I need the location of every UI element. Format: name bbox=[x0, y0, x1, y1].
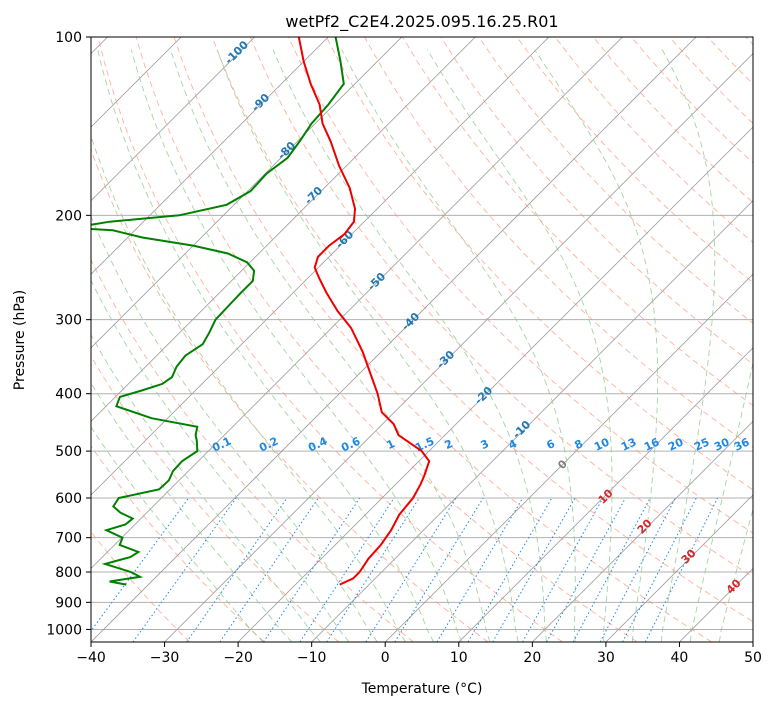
dry-adiabat-line bbox=[249, 37, 753, 578]
mixing-ratio-line bbox=[622, 497, 697, 642]
y-tick-label: 500 bbox=[55, 444, 82, 460]
moist-adiabat-line bbox=[272, 49, 548, 642]
mixing-ratio-label: 10 bbox=[592, 435, 612, 453]
moist-adiabat-line bbox=[534, 49, 659, 642]
x-tick-label: 10 bbox=[450, 650, 468, 666]
plot-frame bbox=[90, 36, 754, 643]
x-tick-label: −40 bbox=[76, 650, 106, 666]
dewpoint-profile-line bbox=[91, 37, 345, 586]
x-axis-ticks: −40 −30 −20 −10 0 10 20 30 40 50 bbox=[76, 642, 762, 666]
pressure-gridlines bbox=[91, 37, 753, 630]
moist-adiabat-line bbox=[91, 334, 321, 642]
dry-adiabat-line bbox=[91, 445, 265, 642]
mixing-ratio-label: 13 bbox=[619, 435, 638, 453]
mixing-ratio-label: 16 bbox=[642, 435, 662, 453]
mixing-ratio-line bbox=[91, 497, 190, 632]
moist-adiabat-line bbox=[718, 507, 753, 642]
x-tick-label: 40 bbox=[671, 650, 689, 666]
y-tick-label: 1000 bbox=[46, 622, 82, 638]
mixing-ratio-line bbox=[219, 497, 319, 642]
x-tick-label: 20 bbox=[523, 650, 541, 666]
isotherm-line bbox=[91, 37, 476, 422]
dry-adiabat-line bbox=[91, 258, 414, 642]
y-tick-label: 700 bbox=[55, 531, 82, 547]
mixing-ratio-label: 25 bbox=[692, 435, 711, 453]
x-tick-label: 30 bbox=[597, 650, 615, 666]
mixing-ratio-lines bbox=[91, 497, 718, 642]
isotherm-line bbox=[164, 52, 753, 642]
mixing-ratio-line bbox=[522, 497, 604, 642]
x-tick-label: −30 bbox=[150, 650, 180, 666]
y-tick-label: 100 bbox=[55, 30, 82, 46]
mixing-ratio-line bbox=[572, 497, 651, 642]
dry-adiabat-line bbox=[97, 37, 563, 642]
isotherm-line bbox=[91, 37, 697, 642]
dry-adiabat-line bbox=[173, 37, 713, 642]
moist-adiabat-line bbox=[91, 426, 264, 642]
chart-title: wetPf2_C2E4.2025.095.16.25.R01 bbox=[285, 12, 558, 32]
moist-adiabat-line bbox=[91, 279, 350, 642]
moist-adiabat-line bbox=[170, 49, 491, 642]
isotherm-line bbox=[91, 37, 623, 570]
mixing-ratio-line bbox=[546, 497, 626, 642]
y-axis-ticks: 100 200 300 400 500 600 700 800 900 1000 bbox=[46, 30, 91, 638]
mixing-ratio-label: 36 bbox=[732, 435, 752, 453]
isotherm-line bbox=[384, 273, 753, 642]
moist-adiabat-line bbox=[91, 215, 378, 642]
mixing-ratio-line bbox=[326, 497, 420, 642]
dry-adiabat-line bbox=[287, 37, 753, 534]
mixing-ratio-label: 30 bbox=[712, 435, 732, 453]
y-tick-label: 800 bbox=[55, 565, 82, 581]
mixing-ratio-line bbox=[132, 497, 237, 642]
mixing-ratio-line bbox=[186, 497, 288, 642]
x-axis-label: Temperature (°C) bbox=[361, 681, 483, 697]
y-tick-label: 400 bbox=[55, 387, 82, 403]
x-tick-label: 50 bbox=[744, 650, 762, 666]
moist-adiabat-line bbox=[216, 49, 519, 642]
mixing-ratio-line bbox=[644, 497, 718, 642]
isotherm-line bbox=[605, 494, 753, 642]
moist-adiabat-line bbox=[660, 49, 716, 642]
dry-adiabat-line bbox=[91, 355, 340, 642]
mixing-ratio-line bbox=[263, 497, 361, 642]
x-tick-label: 0 bbox=[381, 650, 390, 666]
y-tick-label: 900 bbox=[55, 595, 82, 611]
moist-adiabat-line bbox=[689, 360, 753, 642]
moist-adiabat-line bbox=[91, 134, 406, 642]
moist-adiabat-line bbox=[130, 49, 463, 642]
moist-adiabat-lines bbox=[91, 49, 753, 642]
moist-adiabat-line bbox=[426, 49, 613, 642]
moist-adiabat-line bbox=[97, 49, 435, 642]
dry-adiabat-line bbox=[211, 37, 753, 623]
y-tick-label: 300 bbox=[55, 313, 82, 329]
x-tick-label: −20 bbox=[223, 650, 253, 666]
moist-adiabat-line bbox=[91, 382, 293, 642]
plot-area: -100-90-80-70-60-50-40-30-20-10010203040… bbox=[91, 37, 753, 642]
y-axis-label: Pressure (hPa) bbox=[12, 290, 28, 390]
y-tick-label: 200 bbox=[55, 208, 82, 224]
isotherm-line bbox=[532, 420, 753, 642]
x-tick-label: −10 bbox=[297, 650, 327, 666]
mixing-ratio-label: 20 bbox=[666, 435, 686, 453]
isotherm-line bbox=[91, 37, 329, 275]
mixing-ratio-line bbox=[299, 497, 395, 642]
mixing-ratio-line bbox=[365, 497, 457, 642]
isotherm-line bbox=[91, 37, 255, 202]
temperature-profile-line bbox=[297, 37, 431, 586]
dry-adiabat-line bbox=[326, 37, 753, 491]
isotherm-line bbox=[91, 37, 550, 496]
mixing-ratio-line bbox=[394, 497, 484, 642]
mixing-ratio-line bbox=[599, 497, 676, 642]
isotherm-line bbox=[237, 126, 753, 642]
isotherm-line bbox=[458, 347, 753, 642]
y-tick-label: 600 bbox=[55, 491, 82, 507]
